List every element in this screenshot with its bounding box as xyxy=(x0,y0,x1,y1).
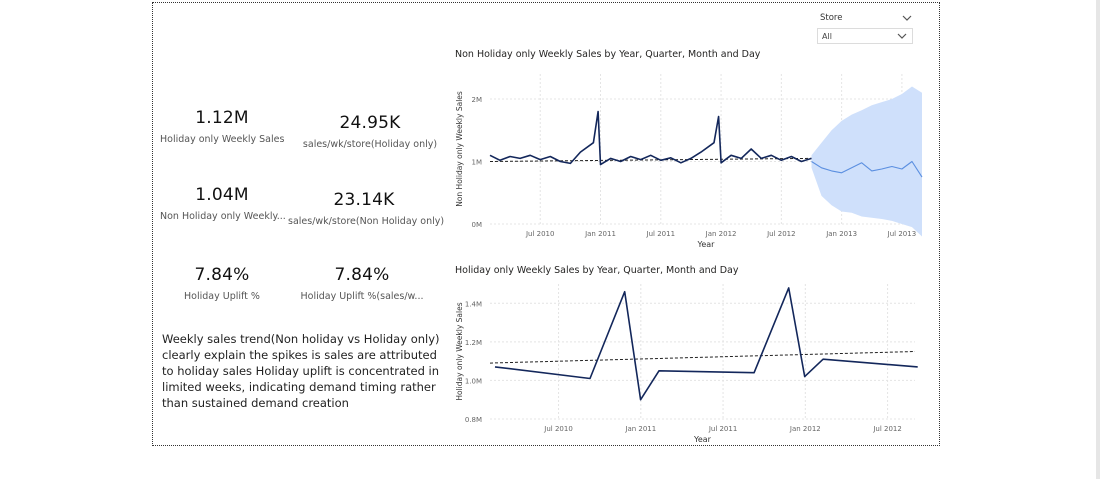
slicer-selected-value: All xyxy=(822,31,832,41)
y-axis-title: Holiday only Weekly Sales xyxy=(455,302,464,400)
kpi-label: sales/wk/store(Holiday only) xyxy=(302,139,438,150)
x-tick-label: Jan 2013 xyxy=(825,230,857,238)
kpi-card-sales-per-week-store-non-holiday[interactable]: 23.14K sales/wk/store(Non Holiday only) xyxy=(288,190,445,227)
y-tick-label: 1.4M xyxy=(465,300,482,308)
kpi-card-holiday-uplift-sales-per-week[interactable]: 7.84% Holiday Uplift %(sales/w... xyxy=(300,265,424,302)
kpi-value: 7.84% xyxy=(194,265,250,285)
kpi-card-non-holiday-weekly-sales[interactable]: 1.04M Non Holiday only Weekly... xyxy=(160,185,286,222)
kpi-card-holiday-uplift[interactable]: 7.84% Holiday Uplift % xyxy=(160,265,284,302)
x-axis-title: Year xyxy=(693,435,712,443)
kpi-value: 24.95K xyxy=(339,113,401,133)
slicer-title: Store xyxy=(820,13,843,23)
store-slicer[interactable]: Store All xyxy=(817,10,913,44)
y-tick-label: 2M xyxy=(472,96,483,104)
kpi-label: sales/wk/store(Non Holiday only) xyxy=(288,216,445,227)
x-tick-label: Jul 2011 xyxy=(646,230,676,238)
kpi-value: 23.14K xyxy=(333,190,395,210)
x-axis-title: Year xyxy=(697,240,716,249)
x-tick-label: Jan 2012 xyxy=(705,230,737,238)
y-tick-label: 0.8M xyxy=(465,416,482,424)
x-tick-label: Jan 2012 xyxy=(789,425,821,433)
page-scroll-edge xyxy=(1096,0,1100,479)
chart-title-non-holiday: Non Holiday only Weekly Sales by Year, Q… xyxy=(455,49,761,60)
y-axis-title: Non Holiday only Weekly Sales xyxy=(455,91,464,207)
kpi-label: Non Holiday only Weekly... xyxy=(160,211,286,222)
x-tick-label: Jul 2012 xyxy=(766,230,796,238)
y-tick-label: 1M xyxy=(472,159,483,167)
insight-text-box: Weekly sales trend(Non holiday vs Holida… xyxy=(162,332,440,410)
x-tick-label: Jul 2010 xyxy=(525,230,555,238)
kpi-label: Holiday Uplift % xyxy=(184,291,260,302)
chevron-down-icon xyxy=(897,33,907,39)
sales-series-line xyxy=(494,287,918,401)
x-tick-label: Jul 2012 xyxy=(872,425,902,433)
x-tick-label: Jul 2013 xyxy=(887,230,917,238)
chevron-down-icon[interactable] xyxy=(901,13,913,23)
chart-title-holiday: Holiday only Weekly Sales by Year, Quart… xyxy=(455,265,739,276)
x-tick-label: Jan 2011 xyxy=(624,425,656,433)
x-tick-label: Jul 2010 xyxy=(543,425,573,433)
kpi-label: Holiday only Weekly Sales xyxy=(160,134,285,145)
trend-line xyxy=(489,157,812,162)
forecast-confidence-band xyxy=(811,86,922,237)
holiday-weekly-sales-chart[interactable]: 0.8M 1.0M 1.2M 1.4M Jul 2010 Jan 2011 Jul 2011… xyxy=(450,280,930,443)
kpi-card-holiday-weekly-sales[interactable]: 1.12M Holiday only Weekly Sales xyxy=(160,108,284,145)
forecast-series-line xyxy=(811,160,923,178)
non-holiday-weekly-sales-chart[interactable]: 0M 1M 2M Jul 2010 Jan 2011 Jul 2011 Jan 2012 Ju… xyxy=(450,64,930,250)
kpi-value: 1.12M xyxy=(195,108,249,128)
y-tick-label: 0M xyxy=(472,221,483,229)
slicer-header[interactable]: Store xyxy=(817,10,913,26)
kpi-label: Holiday Uplift %(sales/w... xyxy=(300,291,424,302)
kpi-value: 1.04M xyxy=(195,185,249,205)
sales-series-line xyxy=(489,110,812,166)
slicer-dropdown[interactable]: All xyxy=(817,28,913,44)
kpi-card-sales-per-week-store-holiday[interactable]: 24.95K sales/wk/store(Holiday only) xyxy=(302,113,438,150)
y-tick-label: 1.2M xyxy=(465,339,482,347)
x-tick-label: Jan 2011 xyxy=(584,230,616,238)
trend-line xyxy=(489,351,916,364)
kpi-value: 7.84% xyxy=(334,265,390,285)
report-canvas-border xyxy=(152,2,940,446)
x-tick-label: Jul 2011 xyxy=(708,425,738,433)
y-tick-label: 1.0M xyxy=(465,377,482,385)
